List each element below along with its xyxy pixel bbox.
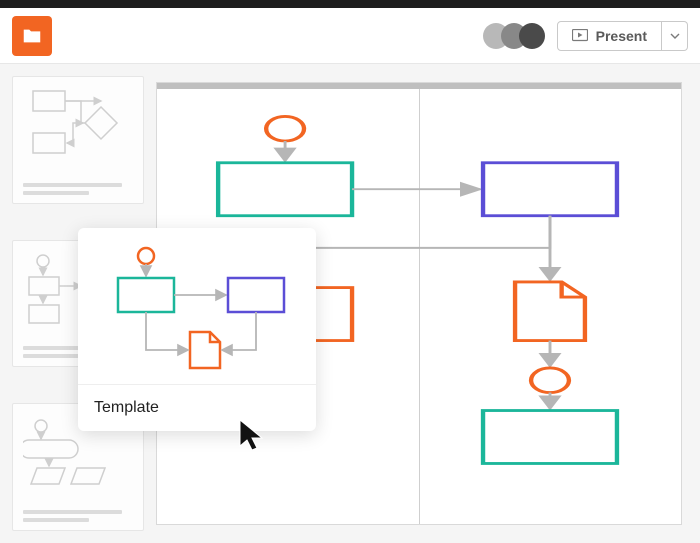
popover-preview [78, 228, 316, 384]
present-label: Present [596, 28, 647, 44]
present-icon [572, 29, 588, 43]
folder-button[interactable] [12, 16, 52, 56]
collaborator-avatars [483, 23, 545, 49]
thumbnail-preview [23, 85, 133, 177]
toolbar-right: Present [483, 21, 688, 51]
cursor-icon [238, 418, 266, 452]
present-button-group: Present [557, 21, 688, 51]
window-titlebar [0, 0, 700, 8]
thumbnail-caption [23, 510, 133, 522]
toolbar: Present [0, 8, 700, 64]
folder-icon [21, 25, 43, 47]
thumbnail-caption [23, 183, 133, 195]
chevron-down-icon [670, 33, 680, 39]
popover-label: Template [78, 384, 316, 431]
template-popover[interactable]: Template [78, 228, 316, 431]
present-button[interactable]: Present [557, 21, 662, 51]
avatar[interactable] [519, 23, 545, 49]
template-thumbnail[interactable] [12, 76, 144, 204]
present-dropdown[interactable] [662, 21, 688, 51]
